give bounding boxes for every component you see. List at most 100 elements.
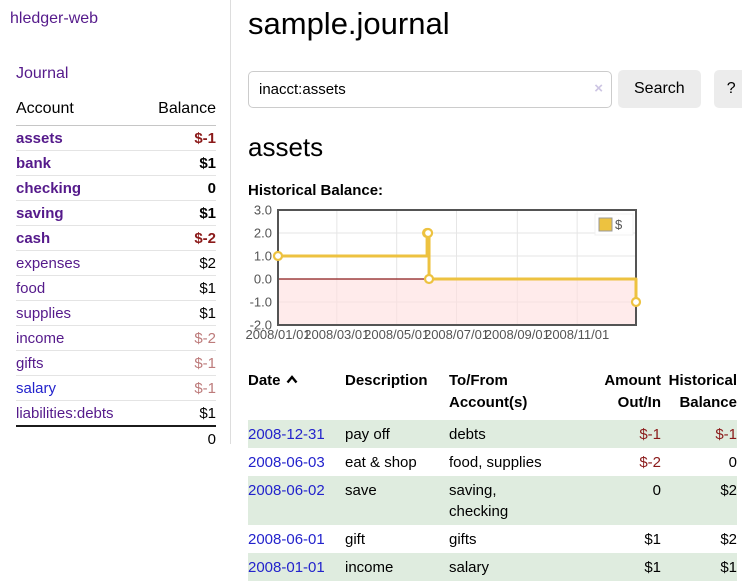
search-form: × Search ? xyxy=(248,70,742,108)
account-row: expenses $2 xyxy=(16,250,216,276)
column-header-date[interactable]: Date xyxy=(248,368,345,420)
search-button[interactable]: Search xyxy=(618,70,701,108)
account-heading: assets xyxy=(248,132,324,162)
svg-text:2008/05/01: 2008/05/01 xyxy=(364,327,429,342)
transaction-date-link[interactable]: 2008-12-31 xyxy=(248,425,325,443)
svg-text:0.0: 0.0 xyxy=(254,272,272,287)
account-link[interactable]: salary xyxy=(16,380,57,397)
transaction-accounts: salary xyxy=(449,558,490,576)
transaction-date-link[interactable]: 2008-06-01 xyxy=(248,530,325,548)
chart-title: Historical Balance: xyxy=(248,182,384,199)
accounts-table-body: assets $-1 bank $1 checking 0 saving $1 cash $-2 e… xyxy=(16,126,216,451)
account-link[interactable]: assets xyxy=(16,130,63,147)
account-row: assets $-1 xyxy=(16,126,216,151)
account-link[interactable]: gifts xyxy=(16,355,44,372)
transaction-amount: $-2 xyxy=(639,453,661,471)
account-link[interactable]: food xyxy=(16,280,46,297)
transaction-amount: $1 xyxy=(644,558,661,576)
column-header-description: Description xyxy=(345,372,428,389)
transaction-accounts: saving, checking xyxy=(449,481,509,520)
transactions-table: Date Description To/From Account(s) Amou… xyxy=(248,368,737,581)
page-title: sample.journal xyxy=(248,6,450,41)
transaction-date-link[interactable]: 2008-01-01 xyxy=(248,558,325,576)
column-header-tofrom: To/From Account(s) xyxy=(449,372,528,411)
transaction-row: 2008-06-01 gift gifts $1 $2 xyxy=(248,525,737,553)
main-content: sample.journal × Search ? assets Histori… xyxy=(245,0,742,581)
accounts-total-row: 0 xyxy=(16,425,216,451)
transaction-balance: 0 xyxy=(728,453,737,471)
account-balance: $-2 xyxy=(141,225,216,251)
help-button[interactable]: ? xyxy=(713,70,742,108)
account-link[interactable]: cash xyxy=(16,230,51,247)
sidebar: hledger-web Journal Account Balance asse… xyxy=(0,0,231,451)
account-balance: $-2 xyxy=(141,325,216,351)
transaction-row: 2008-06-03 eat & shop food, supplies $-2 0 xyxy=(248,448,737,476)
account-balance: 0 xyxy=(141,175,216,201)
column-header-amount: Amount Out/In xyxy=(604,372,661,411)
account-balance: $-1 xyxy=(194,130,216,147)
svg-text:$: $ xyxy=(615,217,623,232)
account-link[interactable]: supplies xyxy=(16,305,72,322)
search-input[interactable] xyxy=(248,70,612,108)
transaction-accounts: gifts xyxy=(449,530,477,548)
historical-balance-chart[interactable]: $3.0 2.0 1.0 0.0 -1.0 -2.0 2008/01/01 2008/03/0… xyxy=(245,203,648,350)
account-row: gifts $-1 xyxy=(16,350,216,376)
transaction-amount: $1 xyxy=(644,530,661,548)
account-link[interactable]: checking xyxy=(16,180,82,197)
svg-text:2008/01/01: 2008/01/01 xyxy=(245,327,310,342)
account-link[interactable]: bank xyxy=(16,155,52,172)
transaction-row: 2008-12-31 pay off debts $-1 $-1 xyxy=(248,419,737,448)
column-header-balance: Historical Balance xyxy=(668,372,737,411)
accounts-total: 0 xyxy=(141,425,216,451)
sort-ascending-icon xyxy=(286,375,297,384)
svg-text:-2.0: -2.0 xyxy=(250,318,272,333)
account-balance: $1 xyxy=(141,300,216,326)
account-balance: $-1 xyxy=(141,375,216,401)
svg-text:2008/03/01: 2008/03/01 xyxy=(304,327,369,342)
account-row: food $1 xyxy=(16,275,216,301)
account-balance: $-1 xyxy=(141,350,216,376)
transaction-date-link[interactable]: 2008-06-03 xyxy=(248,453,325,471)
accounts-header-balance: Balance xyxy=(141,98,216,126)
transaction-description: income xyxy=(345,558,394,576)
account-link[interactable]: expenses xyxy=(16,255,81,272)
transaction-accounts: debts xyxy=(449,425,486,443)
app-title-link[interactable]: hledger-web xyxy=(10,10,99,27)
svg-text:3.0: 3.0 xyxy=(254,203,272,218)
svg-text:2.0: 2.0 xyxy=(254,226,272,241)
svg-text:1.0: 1.0 xyxy=(254,249,272,264)
transaction-row: 2008-01-01 income salary $1 $1 xyxy=(248,552,737,581)
svg-text:-1.0: -1.0 xyxy=(250,295,272,310)
account-balance: $1 xyxy=(141,200,216,226)
transactions-table-body: 2008-12-31 pay off debts $-1 $-1 2008-06-03 ea… xyxy=(248,419,737,581)
transaction-row: 2008-06-02 save saving, checking 0 $2 xyxy=(248,475,737,525)
svg-text:2008/09/01: 2008/09/01 xyxy=(485,327,550,342)
account-link[interactable]: liabilities:debts xyxy=(16,405,114,422)
account-row: bank $1 xyxy=(16,150,216,176)
sidebar-item-journal[interactable]: Journal xyxy=(16,65,69,82)
transaction-amount: $-1 xyxy=(639,425,661,443)
account-balance: $1 xyxy=(141,400,216,426)
account-balance: $1 xyxy=(141,275,216,301)
transaction-amount: 0 xyxy=(652,481,661,499)
transaction-balance: $1 xyxy=(720,558,737,576)
accounts-table: Account Balance assets $-1 bank $1 checking 0… xyxy=(16,98,216,451)
account-row: checking 0 xyxy=(16,175,216,201)
account-balance: $2 xyxy=(141,250,216,276)
chart-svg: $3.0 2.0 1.0 0.0 -1.0 -2.02008/01/012008/03/0… xyxy=(245,203,642,342)
transaction-description: pay off xyxy=(345,425,390,443)
transaction-description: save xyxy=(345,481,377,499)
transaction-date-link[interactable]: 2008-06-02 xyxy=(248,481,325,499)
svg-text:2008/11/01: 2008/11/01 xyxy=(545,327,609,342)
account-row: income $-2 xyxy=(16,325,216,351)
account-row: salary $-1 xyxy=(16,375,216,401)
account-link[interactable]: saving xyxy=(16,205,64,222)
account-row: supplies $1 xyxy=(16,300,216,326)
clear-search-icon[interactable]: × xyxy=(594,79,603,97)
account-row: cash $-2 xyxy=(16,225,216,251)
transaction-balance: $2 xyxy=(720,481,737,499)
account-balance: $1 xyxy=(141,150,216,176)
account-link[interactable]: income xyxy=(16,330,65,347)
transaction-accounts: food, supplies xyxy=(449,453,542,471)
